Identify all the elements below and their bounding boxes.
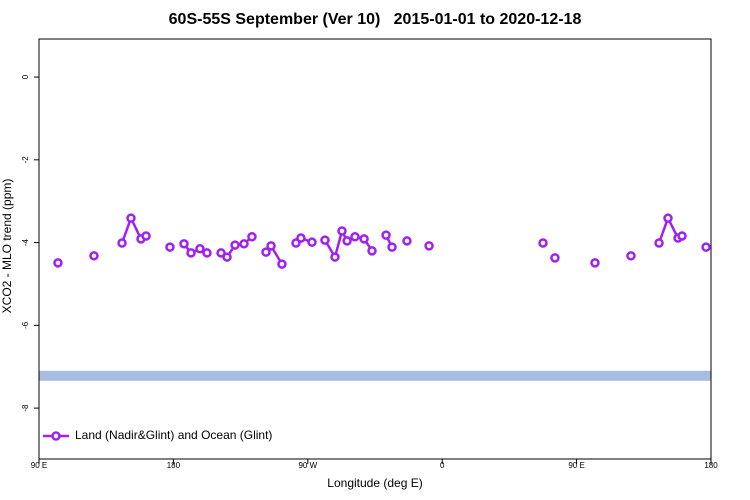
point: [222, 252, 232, 262]
y-tick-label: 0: [21, 74, 30, 79]
point: [550, 253, 560, 263]
point: [277, 259, 287, 269]
x-tick-label: 0: [440, 461, 445, 470]
point: [202, 248, 212, 258]
legend: Land (Nadir&Glint) and Ocean (Glint): [43, 428, 272, 442]
point: [402, 236, 412, 246]
point: [342, 236, 352, 246]
point: [296, 233, 306, 243]
point: [179, 239, 189, 249]
point: [359, 234, 369, 244]
plot-frame: [38, 38, 712, 460]
point: [424, 241, 434, 251]
point: [247, 232, 257, 242]
chart-title: 60S-55S September (Ver 10) 2015-01-01 to…: [169, 11, 582, 28]
y-tick-label: -8: [21, 404, 30, 412]
point: [387, 242, 397, 252]
point: [53, 258, 63, 268]
point: [230, 240, 240, 250]
legend-label: Land (Nadir&Glint) and Ocean (Glint): [75, 428, 272, 442]
x-tick-label: 180: [167, 461, 181, 470]
point: [320, 235, 330, 245]
y-tick-label: -4: [21, 238, 30, 246]
series-line: [122, 218, 706, 264]
point: [701, 242, 711, 252]
x-tick-label: 90 E: [568, 461, 584, 470]
point: [626, 251, 636, 261]
point: [590, 258, 600, 268]
point: [663, 213, 673, 223]
point: [195, 244, 205, 254]
y-tick-label: -2: [21, 156, 30, 164]
point: [337, 226, 347, 236]
point: [126, 213, 136, 223]
point: [216, 248, 226, 258]
point: [261, 247, 271, 257]
point: [141, 231, 151, 241]
point: [89, 251, 99, 261]
point: [307, 237, 317, 247]
point: [186, 248, 196, 258]
point: [367, 246, 377, 256]
point: [266, 241, 276, 251]
band: [39, 370, 711, 381]
x-tick-label: 180: [704, 461, 718, 470]
y-axis-label: XCO2 - MLO trend (ppm): [0, 179, 14, 314]
point: [165, 242, 175, 252]
legend-marker: [51, 431, 61, 441]
x-tick-label: 90 W: [298, 461, 317, 470]
point: [654, 238, 664, 248]
y-tick-label: -6: [21, 321, 30, 329]
point: [538, 238, 548, 248]
x-axis-label: Longitude (deg E): [327, 476, 422, 490]
x-tick-label: 90 E: [31, 461, 47, 470]
point: [350, 232, 360, 242]
point: [330, 252, 340, 262]
point: [239, 239, 249, 249]
point: [677, 231, 687, 241]
point: [117, 238, 127, 248]
point: [381, 230, 391, 240]
